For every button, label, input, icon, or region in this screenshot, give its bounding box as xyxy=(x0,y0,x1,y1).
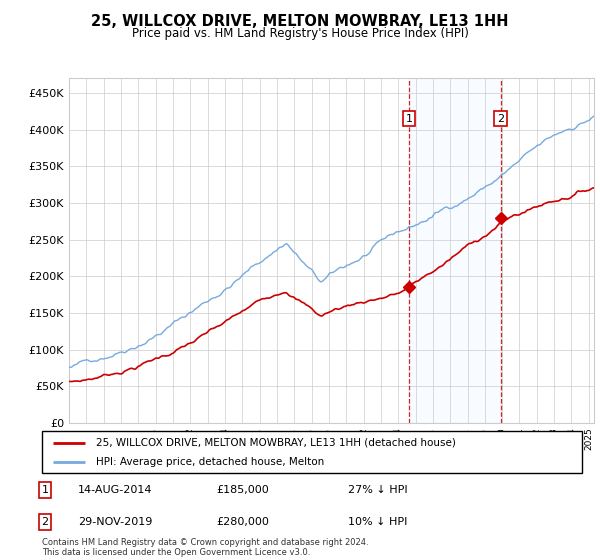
Text: 2: 2 xyxy=(41,517,49,527)
Text: 2: 2 xyxy=(497,114,505,124)
Text: Price paid vs. HM Land Registry's House Price Index (HPI): Price paid vs. HM Land Registry's House … xyxy=(131,27,469,40)
Text: 29-NOV-2019: 29-NOV-2019 xyxy=(78,517,152,527)
Text: 14-AUG-2014: 14-AUG-2014 xyxy=(78,485,152,495)
Text: 10% ↓ HPI: 10% ↓ HPI xyxy=(348,517,407,527)
Text: £185,000: £185,000 xyxy=(216,485,269,495)
Text: Contains HM Land Registry data © Crown copyright and database right 2024.: Contains HM Land Registry data © Crown c… xyxy=(42,538,368,547)
Text: HPI: Average price, detached house, Melton: HPI: Average price, detached house, Melt… xyxy=(96,457,324,467)
Text: 1: 1 xyxy=(41,485,49,495)
Text: 1: 1 xyxy=(406,114,412,124)
Text: 27% ↓ HPI: 27% ↓ HPI xyxy=(348,485,407,495)
Text: 25, WILLCOX DRIVE, MELTON MOWBRAY, LE13 1HH (detached house): 25, WILLCOX DRIVE, MELTON MOWBRAY, LE13 … xyxy=(96,437,456,447)
Bar xyxy=(409,78,501,423)
FancyBboxPatch shape xyxy=(42,431,582,473)
Text: This data is licensed under the Open Government Licence v3.0.: This data is licensed under the Open Gov… xyxy=(42,548,310,557)
Text: £280,000: £280,000 xyxy=(216,517,269,527)
Text: 25, WILLCOX DRIVE, MELTON MOWBRAY, LE13 1HH: 25, WILLCOX DRIVE, MELTON MOWBRAY, LE13 … xyxy=(91,14,509,29)
